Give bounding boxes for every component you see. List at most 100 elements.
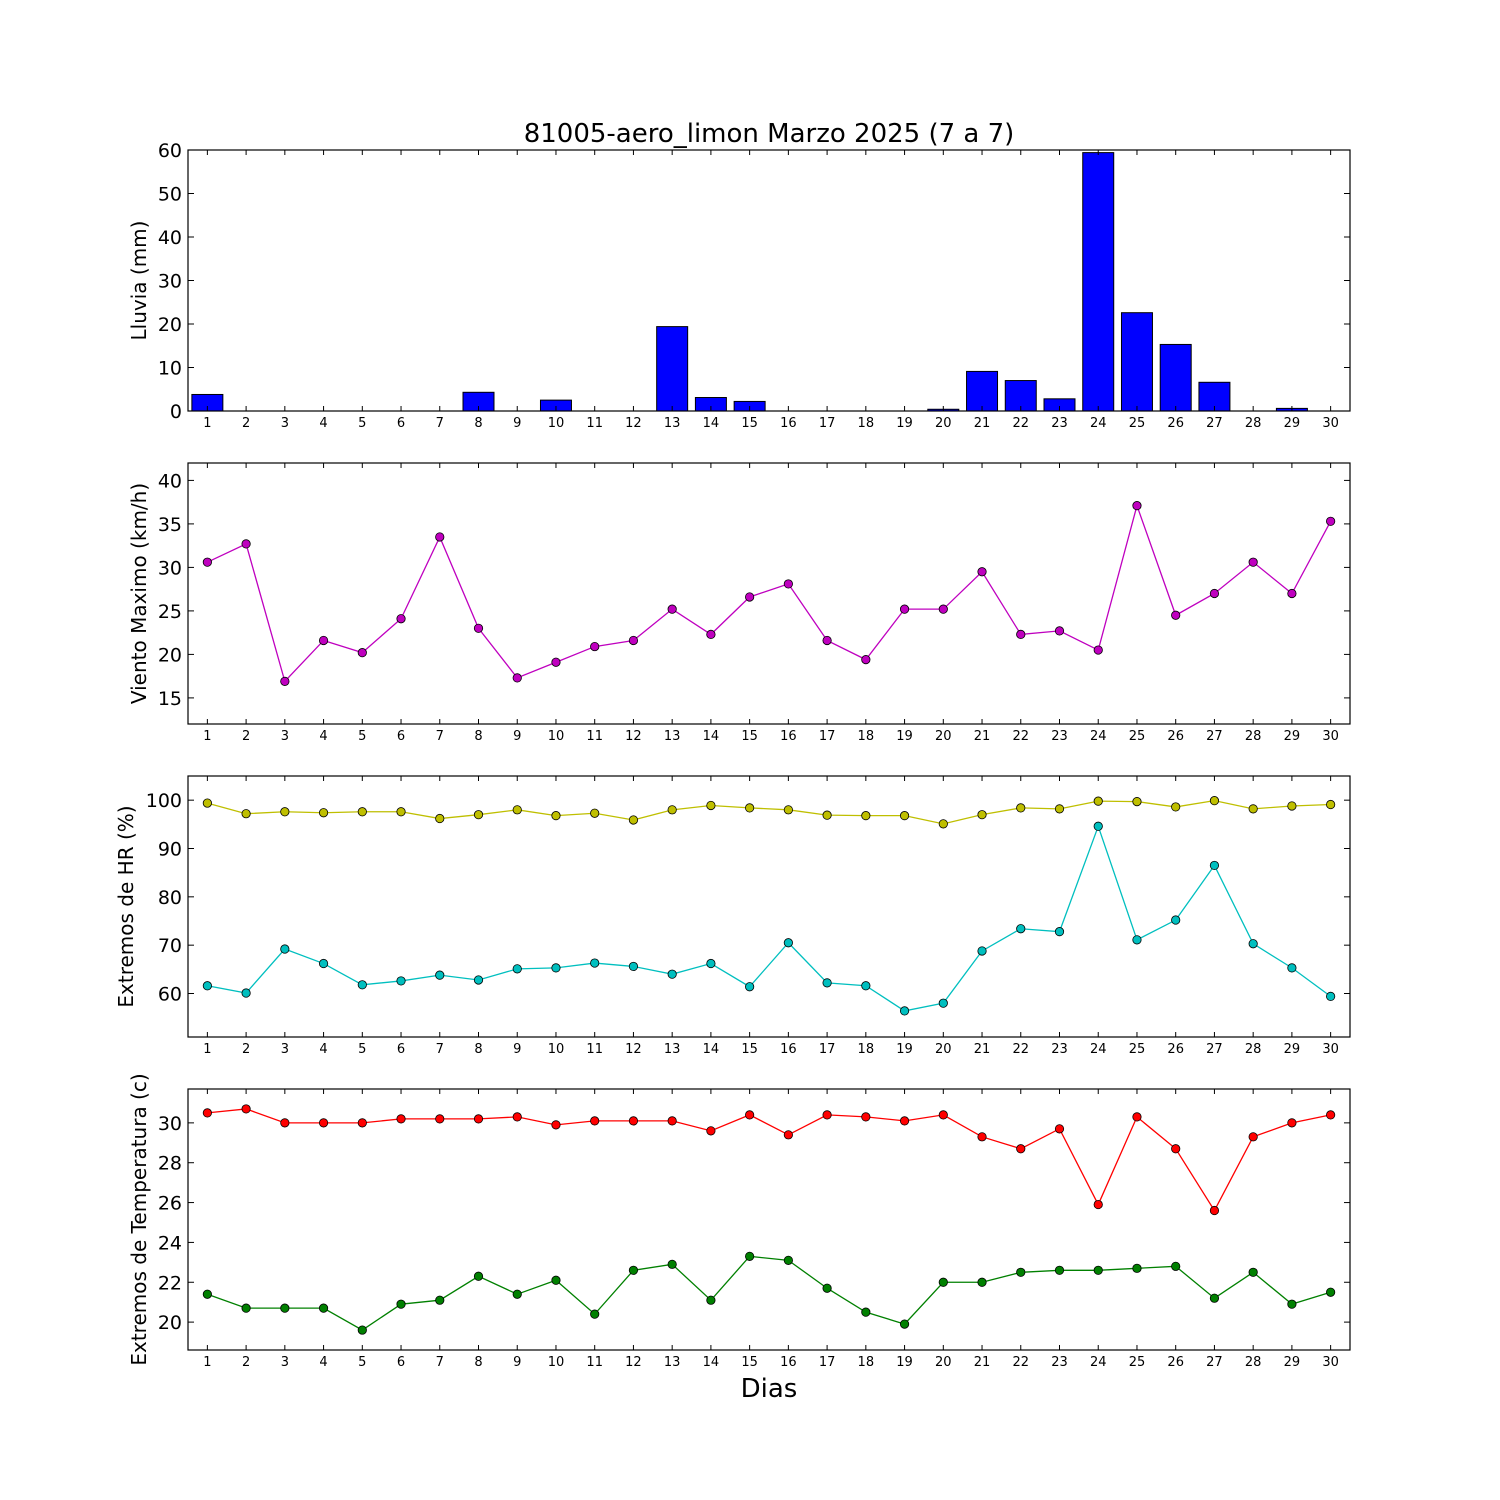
point-s2-day-7 bbox=[435, 1295, 445, 1305]
point-s2-day-8 bbox=[473, 1271, 484, 1281]
point-s1-day-8 bbox=[473, 623, 484, 633]
point-s2-day-9 bbox=[512, 1289, 522, 1299]
point-s1-day-16 bbox=[783, 579, 793, 589]
y-axis-label: Extremos de HR (%) bbox=[114, 805, 138, 1007]
x-tick-label: 30 bbox=[1322, 1042, 1339, 1057]
x-tick-label: 22 bbox=[1012, 416, 1029, 431]
x-tick-label: 5 bbox=[358, 1355, 366, 1370]
point-s1-day-30 bbox=[1326, 1110, 1336, 1120]
point-s2-day-4 bbox=[318, 1303, 329, 1313]
point-s1-day-15 bbox=[745, 592, 755, 602]
point-s1-day-24 bbox=[1093, 645, 1103, 655]
point-s1-day-7 bbox=[435, 813, 445, 824]
x-tick-label: 30 bbox=[1322, 729, 1339, 744]
x-tick-label: 24 bbox=[1090, 729, 1107, 744]
x-tick-label: 15 bbox=[741, 729, 758, 744]
point-s2-day-14 bbox=[706, 958, 716, 969]
x-tick-label: 12 bbox=[625, 1042, 642, 1057]
point-s1-day-5 bbox=[357, 648, 367, 658]
point-s1-day-25 bbox=[1132, 1112, 1142, 1122]
point-s2-day-2 bbox=[241, 1303, 251, 1313]
y-tick-label: 30 bbox=[158, 557, 182, 579]
point-s1-day-28 bbox=[1248, 557, 1258, 567]
point-s2-day-20 bbox=[938, 998, 948, 1008]
x-tick-label: 1 bbox=[203, 1355, 211, 1370]
point-s1-day-13 bbox=[667, 604, 677, 614]
x-tick-label: 11 bbox=[586, 729, 603, 744]
point-s1-day-8 bbox=[473, 1114, 484, 1124]
point-s1-day-13 bbox=[667, 805, 677, 815]
series-line-1 bbox=[207, 503, 1332, 683]
x-tick-label: 17 bbox=[819, 416, 836, 431]
point-s1-day-23 bbox=[1054, 1124, 1065, 1134]
x-tick-label: 29 bbox=[1284, 1042, 1301, 1057]
x-tick-label: 26 bbox=[1167, 729, 1184, 744]
point-s2-day-30 bbox=[1326, 1287, 1336, 1297]
point-s2-day-15 bbox=[745, 982, 755, 992]
point-s2-day-10 bbox=[551, 963, 561, 973]
point-s1-day-11 bbox=[590, 808, 600, 818]
x-tick-label: 24 bbox=[1090, 1042, 1107, 1057]
x-tick-label: 7 bbox=[436, 1355, 444, 1370]
x-tick-label: 16 bbox=[780, 1355, 797, 1370]
x-tick-label: 10 bbox=[548, 416, 565, 431]
x-tick-label: 10 bbox=[548, 1042, 565, 1057]
point-s1-day-5 bbox=[357, 1118, 367, 1128]
y-axis-label: Viento Maximo (km/h) bbox=[127, 483, 151, 704]
point-s2-day-29 bbox=[1287, 963, 1297, 973]
point-s1-day-7 bbox=[435, 1114, 445, 1124]
point-s1-day-1 bbox=[202, 557, 212, 567]
point-s2-day-2 bbox=[241, 988, 251, 998]
point-s1-day-10 bbox=[551, 657, 561, 667]
point-s1-day-6 bbox=[396, 614, 406, 624]
point-s1-day-19 bbox=[899, 1116, 910, 1126]
x-tick-label: 14 bbox=[703, 1355, 720, 1370]
point-s2-day-23 bbox=[1054, 927, 1065, 937]
x-tick-label: 28 bbox=[1245, 1042, 1262, 1057]
x-tick-label: 5 bbox=[358, 729, 366, 744]
x-tick-label: 21 bbox=[974, 1042, 991, 1057]
series-line-2 bbox=[207, 824, 1332, 1012]
point-s1-day-1 bbox=[202, 1108, 212, 1118]
x-tick-label: 8 bbox=[474, 1042, 482, 1057]
x-tick-label: 23 bbox=[1051, 729, 1068, 744]
x-tick-label: 22 bbox=[1012, 1355, 1029, 1370]
x-tick-label: 18 bbox=[858, 1355, 875, 1370]
x-tick-label: 2 bbox=[242, 416, 250, 431]
x-tick-label: 7 bbox=[436, 1042, 444, 1057]
point-s1-day-3 bbox=[280, 1118, 290, 1128]
x-tick-label: 13 bbox=[664, 1355, 681, 1370]
x-tick-label: 4 bbox=[319, 1042, 327, 1057]
x-tick-label: 27 bbox=[1206, 1355, 1223, 1370]
plot-frame bbox=[187, 1088, 1351, 1351]
x-tick-label: 9 bbox=[513, 416, 521, 431]
point-s1-day-30 bbox=[1326, 799, 1336, 810]
y-tick-label: 35 bbox=[158, 514, 182, 536]
point-s2-day-3 bbox=[280, 944, 290, 954]
y-axis-label: Lluvia (mm) bbox=[127, 221, 151, 341]
x-tick-label: 20 bbox=[935, 729, 952, 744]
x-tick-label: 22 bbox=[1012, 1042, 1029, 1057]
x-tick-label: 3 bbox=[281, 1042, 289, 1057]
plot-frame bbox=[187, 775, 1351, 1038]
point-s2-day-13 bbox=[667, 1259, 677, 1269]
x-tick-label: 18 bbox=[858, 1042, 875, 1057]
point-s1-day-3 bbox=[280, 807, 290, 817]
point-s1-day-27 bbox=[1209, 1205, 1220, 1216]
x-tick-label: 30 bbox=[1322, 416, 1339, 431]
y-tick-label: 20 bbox=[158, 1312, 182, 1334]
x-tick-label: 2 bbox=[242, 729, 250, 744]
point-s1-day-6 bbox=[396, 1114, 406, 1124]
point-s2-day-3 bbox=[280, 1303, 290, 1313]
y-tick-label: 40 bbox=[158, 470, 182, 492]
point-s1-day-12 bbox=[628, 815, 639, 825]
point-s2-day-21 bbox=[977, 1277, 987, 1287]
x-tick-label: 9 bbox=[513, 1355, 521, 1370]
x-tick-label: 21 bbox=[974, 416, 991, 431]
x-tick-label: 11 bbox=[586, 1042, 603, 1057]
point-s1-day-20 bbox=[938, 604, 948, 614]
point-s1-day-30 bbox=[1326, 516, 1336, 526]
point-s2-day-18 bbox=[861, 1307, 871, 1317]
x-tick-label: 29 bbox=[1284, 416, 1301, 431]
